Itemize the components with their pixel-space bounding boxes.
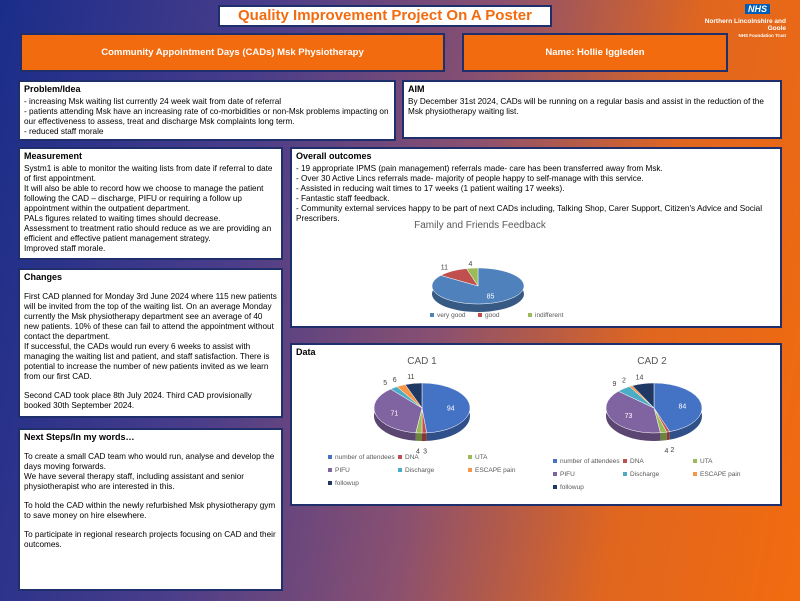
outcomes-box: Overall outcomes - 19 appropriate IPMS (… <box>290 147 782 328</box>
section-title: Next Steps/In my words… <box>24 432 135 442</box>
text-line: - Over 30 Active Lincs referrals made- m… <box>296 173 644 183</box>
paragraph: Second CAD took place 8th July 2024. Thi… <box>24 390 252 410</box>
text-line: - 19 appropriate IPMS (pain management) … <box>296 163 663 173</box>
text-line: Assessment to treatment ratio should red… <box>24 223 272 243</box>
changes-box: Changes First CAD planned for Monday 3rd… <box>18 268 283 418</box>
paragraph: We have several therapy staff, including… <box>24 471 244 491</box>
section-title: Problem/Idea <box>24 84 81 94</box>
paragraph: To create a small CAD team who would run… <box>24 451 275 471</box>
problem-box: Problem/Idea - increasing Msk waiting li… <box>18 80 396 141</box>
data-box: Data <box>290 343 782 506</box>
text-line: By December 31st 2024, CADs will be runn… <box>408 96 764 116</box>
paragraph: First CAD planned for Monday 3rd June 20… <box>24 291 277 341</box>
trust-name: Northern Lincolnshire and Goole <box>704 18 786 32</box>
text-line: Improved staff morale. <box>24 243 106 253</box>
section-title: Measurement <box>24 151 83 161</box>
text-line: - Assisted in reducing wait times to 17 … <box>296 183 565 193</box>
text-line: Systm1 is able to monitor the waiting li… <box>24 163 273 183</box>
measurement-box: Measurement Systm1 is able to monitor th… <box>18 147 283 260</box>
paragraph: To hold the CAD within the newly refurbi… <box>24 500 276 520</box>
paragraph: To participate in regional research proj… <box>24 529 276 549</box>
nhs-logo: NHS <box>745 4 771 14</box>
text-line: It will also be able to record how we ch… <box>24 183 264 213</box>
name-banner: Name: Hollie Iggleden <box>462 33 728 72</box>
section-title: Overall outcomes <box>296 151 372 161</box>
text-line: - patients attending Msk have an increas… <box>24 106 389 126</box>
poster-title: Quality Improvement Project On A Poster <box>218 5 552 27</box>
paragraph: If successful, the CADs would run every … <box>24 341 270 381</box>
trust-type: NHS Foundation Trust <box>738 33 787 38</box>
text-line: - increasing Msk waiting list currently … <box>24 96 282 106</box>
section-title: Data <box>296 347 316 357</box>
next-steps-box: Next Steps/In my words… To create a smal… <box>18 428 283 591</box>
text-line: - Community external services happy to b… <box>296 203 763 223</box>
project-banner: Community Appointment Days (CADs) Msk Ph… <box>20 33 445 72</box>
section-title: Changes <box>24 272 63 282</box>
text-line: - Fantastic staff feedback. <box>296 193 390 203</box>
aim-box: AIM By December 31st 2024, CADs will be … <box>402 80 782 139</box>
text-line: - reduced staff morale <box>24 126 104 136</box>
text-line: PALs figures related to waiting times sh… <box>24 213 221 223</box>
section-title: AIM <box>408 84 425 94</box>
